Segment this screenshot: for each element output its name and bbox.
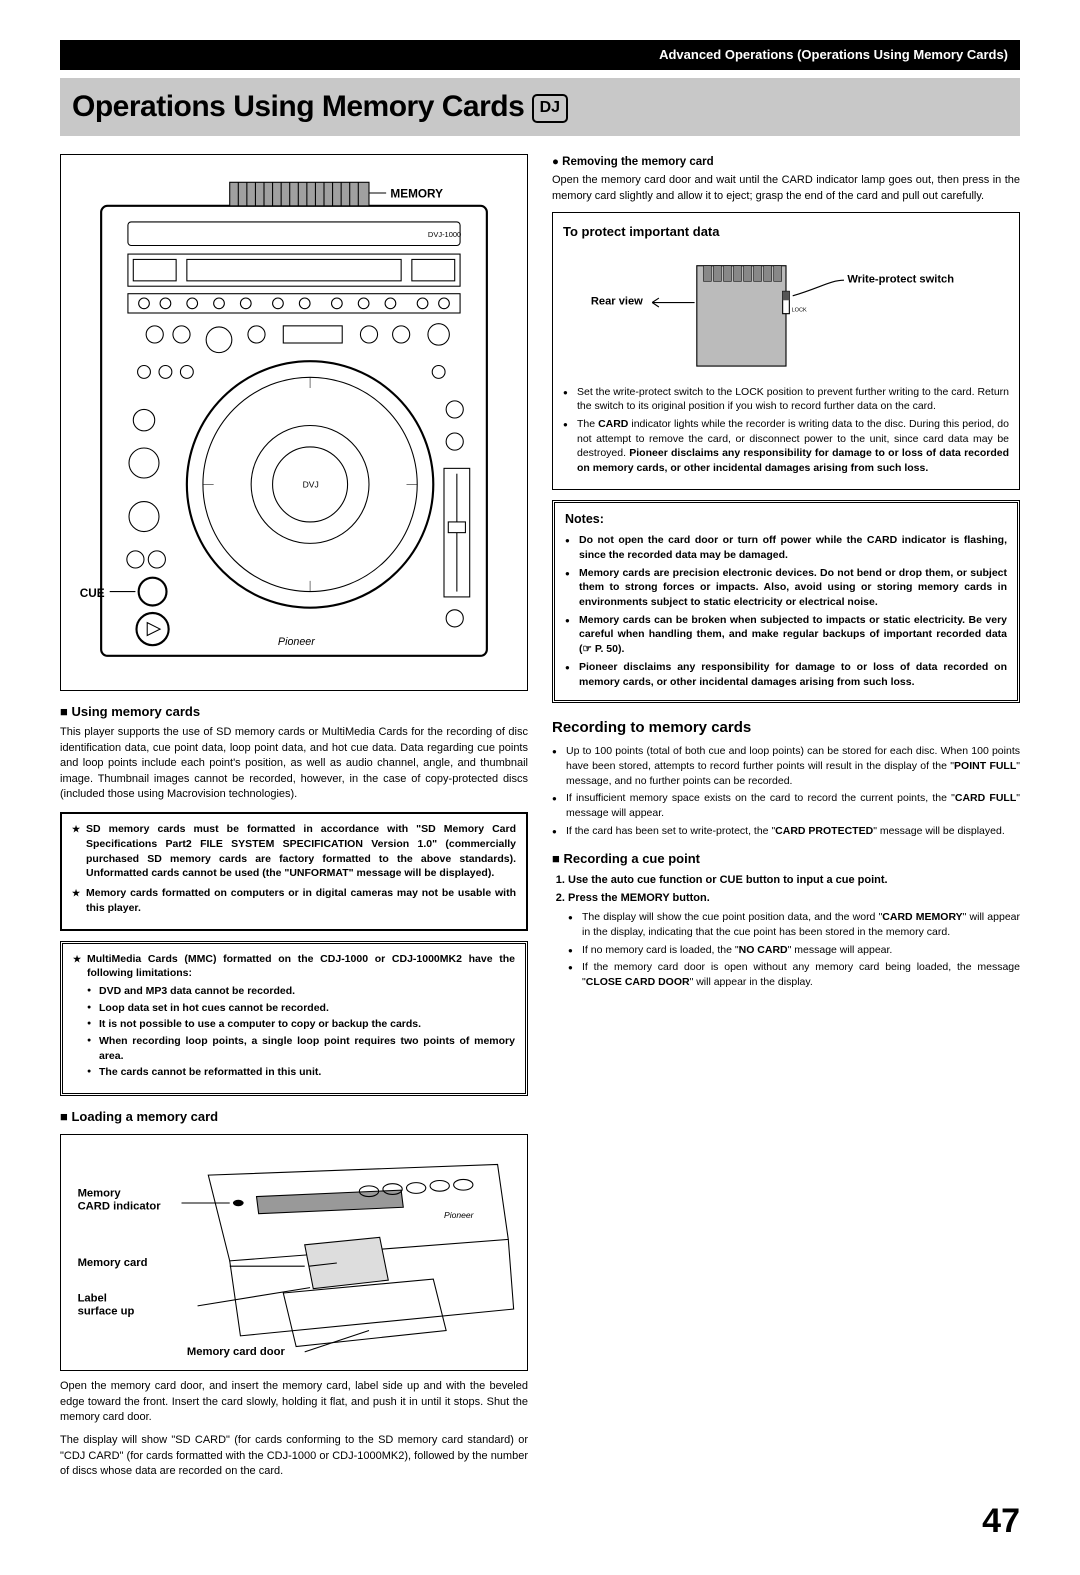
loading-body-1: Open the memory card door, and insert th… bbox=[60, 1379, 528, 1425]
mmc-lead-text: MultiMedia Cards (MMC) formatted on the … bbox=[87, 953, 515, 980]
svg-text:CUE: CUE bbox=[80, 587, 105, 600]
svg-text:Pioneer: Pioneer bbox=[278, 636, 315, 648]
list-item: If the memory card door is open without … bbox=[568, 960, 1020, 989]
list-item: Use the auto cue function or CUE button … bbox=[568, 873, 1020, 888]
page-title: Operations Using Memory Cards bbox=[72, 90, 524, 123]
rec-cue-steps: Use the auto cue function or CUE button … bbox=[552, 873, 1020, 907]
using-heading: Using memory cards bbox=[60, 703, 528, 721]
mmc-inner-list: DVD and MP3 data cannot be recorded. Loo… bbox=[87, 984, 515, 1080]
notes-title: Notes: bbox=[565, 511, 1007, 529]
list-item: Up to 100 points (total of both cue and … bbox=[552, 744, 1020, 788]
svg-text:DVJ-1000: DVJ-1000 bbox=[428, 230, 461, 239]
mmc-box: MultiMedia Cards (MMC) formatted on the … bbox=[60, 941, 528, 1097]
svg-text:Memory card: Memory card bbox=[78, 1257, 148, 1269]
recording-list: Up to 100 points (total of both cue and … bbox=[552, 744, 1020, 838]
list-item: The CARD indicator lights while the reco… bbox=[563, 417, 1009, 476]
loading-heading: Loading a memory card bbox=[60, 1108, 528, 1126]
protect-title: To protect important data bbox=[563, 223, 1009, 241]
notes-box: Notes: Do not open the card door or turn… bbox=[552, 500, 1020, 703]
removing-body: Open the memory card door and wait until… bbox=[552, 173, 1020, 204]
using-body: This player supports the use of SD memor… bbox=[60, 725, 528, 802]
list-item: Press the MEMORY button. bbox=[568, 891, 1020, 906]
sd-notes-box: SD memory cards must be formatted in acc… bbox=[60, 812, 528, 930]
right-column: Removing the memory card Open the memory… bbox=[552, 154, 1020, 1487]
list-item: Pioneer disclaims any responsibility for… bbox=[565, 660, 1007, 689]
list-item: Set the write-protect switch to the LOCK… bbox=[563, 385, 1009, 414]
svg-text:Write-protect switch: Write-protect switch bbox=[847, 274, 954, 286]
list-item: The display will show the cue point posi… bbox=[568, 910, 1020, 939]
title-band: Operations Using Memory Cards DJ bbox=[60, 78, 1020, 136]
breadcrumb-bar: Advanced Operations (Operations Using Me… bbox=[60, 40, 1020, 70]
device-diagram: MEMORY DVJ-1000 bbox=[60, 154, 528, 691]
list-item: Memory cards are precision electronic de… bbox=[565, 566, 1007, 610]
list-item: If insufficient memory space exists on t… bbox=[552, 791, 1020, 820]
svg-text:CARD indicator: CARD indicator bbox=[78, 1201, 162, 1213]
svg-text:MEMORY: MEMORY bbox=[390, 187, 443, 200]
protect-box: To protect important data Rear view LOCK bbox=[552, 212, 1020, 490]
list-item: DVD and MP3 data cannot be recorded. bbox=[87, 984, 515, 999]
list-item: When recording loop points, a single loo… bbox=[87, 1034, 515, 1063]
protect-list: Set the write-protect switch to the LOCK… bbox=[563, 385, 1009, 476]
svg-text:Label: Label bbox=[78, 1293, 107, 1305]
notes-list: Do not open the card door or turn off po… bbox=[565, 533, 1007, 689]
breadcrumb-text: Advanced Operations (Operations Using Me… bbox=[659, 47, 1008, 62]
list-item: The cards cannot be reformatted in this … bbox=[87, 1065, 515, 1080]
recording-heading: Recording to memory cards bbox=[552, 717, 1020, 738]
list-item: If no memory card is loaded, the "NO CAR… bbox=[568, 943, 1020, 958]
svg-text:Memory card door: Memory card door bbox=[187, 1346, 286, 1357]
loading-svg: Pioneer Memory CARD indicator Memory car… bbox=[69, 1143, 519, 1357]
loading-diagram: Pioneer Memory CARD indicator Memory car… bbox=[60, 1134, 528, 1371]
page-number: 47 bbox=[60, 1498, 1020, 1546]
svg-text:Memory: Memory bbox=[78, 1188, 122, 1200]
loading-body-2: The display will show "SD CARD" (for car… bbox=[60, 1433, 528, 1479]
removing-heading: Removing the memory card bbox=[552, 154, 1020, 170]
device-svg: MEMORY DVJ-1000 bbox=[69, 163, 519, 677]
list-item: SD memory cards must be formatted in acc… bbox=[72, 822, 516, 881]
svg-text:Pioneer: Pioneer bbox=[444, 1210, 475, 1220]
rec-cue-sub: The display will show the cue point posi… bbox=[568, 910, 1020, 989]
mmc-lead-list: MultiMedia Cards (MMC) formatted on the … bbox=[73, 952, 515, 1081]
svg-text:Rear view: Rear view bbox=[591, 296, 643, 308]
left-column: MEMORY DVJ-1000 bbox=[60, 154, 528, 1487]
list-item: Memory cards formatted on computers or i… bbox=[72, 886, 516, 915]
dj-badge: DJ bbox=[532, 94, 568, 122]
svg-text:surface up: surface up bbox=[78, 1306, 135, 1318]
list-item: It is not possible to use a computer to … bbox=[87, 1017, 515, 1032]
content-columns: MEMORY DVJ-1000 bbox=[60, 154, 1020, 1487]
list-item: If the card has been set to write-protec… bbox=[552, 824, 1020, 839]
svg-text:DVJ: DVJ bbox=[303, 480, 319, 490]
list-item: Memory cards can be broken when subjecte… bbox=[565, 613, 1007, 657]
protect-svg: Rear view LOCK Write-protect switch bbox=[563, 249, 1009, 372]
list-item: Do not open the card door or turn off po… bbox=[565, 533, 1007, 562]
sd-notes-list: SD memory cards must be formatted in acc… bbox=[72, 822, 516, 915]
list-item: MultiMedia Cards (MMC) formatted on the … bbox=[73, 952, 515, 1081]
rec-cue-heading: Recording a cue point bbox=[552, 850, 1020, 868]
svg-text:LOCK: LOCK bbox=[792, 308, 807, 314]
list-item: Loop data set in hot cues cannot be reco… bbox=[87, 1001, 515, 1016]
